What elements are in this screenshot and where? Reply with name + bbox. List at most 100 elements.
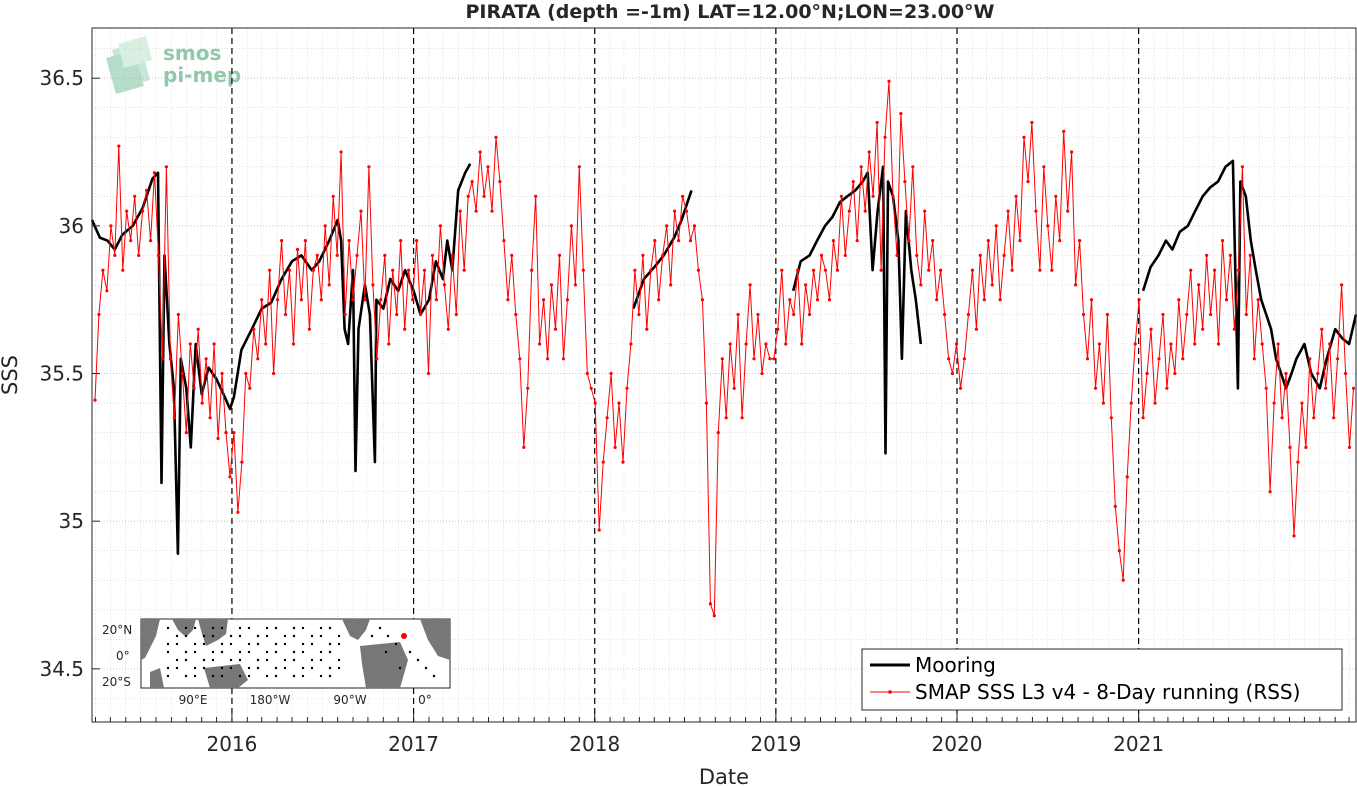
x-tick-label: 2019 xyxy=(750,732,801,756)
logo-text-pimep: pi-mep xyxy=(163,63,241,87)
smap-data-point xyxy=(712,614,716,618)
smap-data-point xyxy=(899,112,903,116)
x-tick-label: 2021 xyxy=(1113,732,1164,756)
series-layer xyxy=(90,79,1357,618)
inset-mooring-dot xyxy=(292,658,296,662)
smap-data-point xyxy=(1157,357,1161,361)
inset-lat-label-0: 0° xyxy=(116,649,130,663)
smap-data-point xyxy=(740,416,744,420)
smap-data-point xyxy=(1066,209,1070,213)
smap-data-point xyxy=(1248,253,1252,257)
inset-mooring-dot xyxy=(175,642,179,646)
smap-data-point xyxy=(716,431,720,435)
smap-data-point xyxy=(1216,342,1221,346)
mooring-series-line xyxy=(791,165,923,455)
smap-data-point xyxy=(835,268,840,272)
inset-mooring-dot xyxy=(310,642,314,646)
smap-data-point xyxy=(1351,386,1356,390)
inset-mooring-dot xyxy=(424,666,428,670)
smap-data-point xyxy=(1169,342,1173,346)
smap-data-point xyxy=(252,327,256,331)
smap-data-point xyxy=(1022,135,1026,139)
year-separators xyxy=(231,28,1140,722)
smap-data-point xyxy=(736,312,740,317)
inset-mooring-dot xyxy=(274,650,278,654)
inset-mooring-dot xyxy=(274,666,278,670)
inset-lon-label-180w: 180°W xyxy=(250,693,291,707)
inset-asia-shape xyxy=(198,619,228,646)
smap-data-point xyxy=(1181,357,1185,361)
smap-data-point xyxy=(625,386,629,390)
smap-data-point xyxy=(152,171,157,175)
inset-mooring-dot xyxy=(238,626,242,630)
smap-data-point xyxy=(1332,416,1336,420)
inset-mooring-dot xyxy=(220,666,224,670)
smap-data-point xyxy=(1153,401,1157,405)
inset-mooring-dot xyxy=(220,642,224,646)
smap-data-point xyxy=(1220,239,1225,243)
smap-data-point xyxy=(486,165,490,169)
smap-data-point xyxy=(748,283,752,287)
smap-data-point xyxy=(557,253,562,257)
smap-data-point xyxy=(359,209,363,213)
smap-data-point xyxy=(538,342,542,346)
smos-pi-mep-logo: smos pi-mep xyxy=(106,36,241,94)
smap-data-point xyxy=(1101,401,1105,405)
smap-data-point xyxy=(109,224,113,228)
smap-data-point xyxy=(335,253,339,257)
smap-data-point xyxy=(1292,534,1296,538)
smap-data-point xyxy=(283,312,288,317)
smap-data-point xyxy=(1149,327,1153,331)
smap-data-point xyxy=(1105,312,1109,317)
smap-data-point xyxy=(684,209,689,213)
inset-lon-label-0: 0° xyxy=(418,693,432,707)
inset-mooring-dot xyxy=(283,658,287,662)
smap-data-point xyxy=(1304,445,1308,449)
inset-location-map: 20°N 0° 20°S 90°E 180°W 90°W 0° xyxy=(102,618,451,707)
smap-data-point xyxy=(530,268,534,272)
smap-data-point xyxy=(1197,283,1201,287)
smap-data-point xyxy=(1272,401,1276,405)
smap-data-point xyxy=(415,239,419,243)
smap-data-point xyxy=(474,209,478,213)
smap-data-point xyxy=(1097,342,1101,346)
smap-data-point xyxy=(577,165,581,169)
smap-data-point xyxy=(954,342,959,346)
inset-mooring-dot xyxy=(193,674,197,678)
y-tick-label: 34.5 xyxy=(39,657,84,681)
inset-mooring-dot xyxy=(211,674,215,678)
inset-mooring-dot xyxy=(202,634,206,638)
smap-data-point xyxy=(240,460,244,464)
smap-data-point xyxy=(343,312,347,317)
smap-data-point xyxy=(1002,253,1006,257)
inset-mooring-dot xyxy=(319,626,323,630)
smap-data-point xyxy=(621,460,625,464)
inset-mooring-dot xyxy=(265,658,269,662)
inset-mooring-dot xyxy=(310,658,314,662)
smap-data-point xyxy=(847,209,851,213)
smap-data-point xyxy=(264,342,268,346)
smap-data-point xyxy=(1030,120,1034,125)
smap-data-point xyxy=(569,224,574,228)
inset-selected-mooring-marker xyxy=(401,633,407,639)
smap-data-point xyxy=(494,135,498,139)
smap-data-point xyxy=(287,268,292,272)
inset-mooring-dot xyxy=(301,650,305,654)
smap-data-point xyxy=(812,268,816,272)
smap-data-point xyxy=(1058,239,1062,243)
inset-mooring-dot xyxy=(370,634,374,638)
inset-mooring-dot xyxy=(193,666,197,670)
smap-data-point xyxy=(514,312,518,317)
smap-data-point xyxy=(744,342,748,346)
smap-data-point xyxy=(931,239,935,243)
smap-data-point xyxy=(907,239,911,243)
smap-data-point xyxy=(498,180,502,184)
smap-data-point xyxy=(879,268,883,272)
smap-data-point xyxy=(637,312,641,317)
legend-smap-marker xyxy=(888,690,892,694)
smap-data-point xyxy=(260,298,264,302)
inset-mooring-dot xyxy=(265,634,269,638)
smap-data-point xyxy=(804,283,808,287)
smap-data-point xyxy=(800,342,804,346)
